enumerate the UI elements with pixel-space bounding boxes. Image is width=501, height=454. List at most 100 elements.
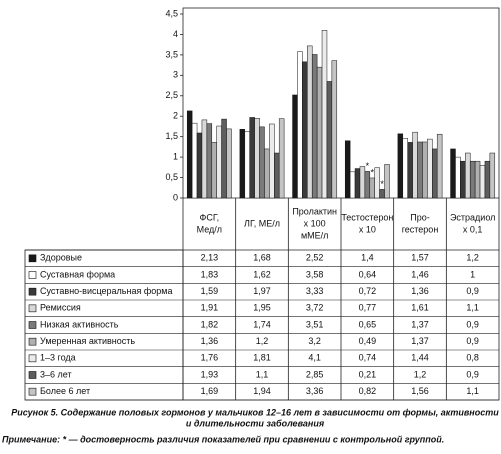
legend-label: Ремиссия (40, 303, 81, 313)
bar (479, 165, 486, 199)
value-label: 1,37 (411, 319, 429, 329)
bar (349, 171, 356, 199)
value-label: 1,76 (201, 353, 219, 363)
bar (484, 160, 491, 199)
x-tick-label: Тестостерон (341, 212, 393, 222)
bar (412, 131, 418, 199)
bar (432, 148, 438, 199)
bar (474, 160, 481, 199)
y-tick-label: 3,5 (165, 49, 178, 59)
value-label: 1,1 (466, 386, 479, 396)
legend-swatch (28, 354, 37, 363)
value-label: 1,36 (411, 286, 429, 296)
bar (364, 171, 371, 199)
value-label: 1,83 (201, 269, 219, 279)
bar (316, 66, 323, 199)
legend-label: Суставная форма (40, 269, 115, 279)
legend-swatch (28, 287, 37, 296)
bar (201, 119, 208, 199)
bar (427, 138, 433, 199)
bar (384, 164, 390, 199)
bar (374, 167, 380, 199)
bar (469, 160, 476, 199)
value-label: 2,85 (306, 369, 324, 379)
value-label: 0,49 (359, 336, 377, 346)
bar (450, 148, 456, 199)
y-tick-label: 0,5 (165, 172, 178, 182)
value-label: 1,59 (201, 286, 219, 296)
value-label: 1,61 (411, 303, 429, 313)
caption: и длительности заболевания (186, 418, 325, 428)
bar (417, 141, 423, 199)
bar (269, 123, 275, 199)
value-label: 1,94 (253, 386, 271, 396)
y-tick-label: 4 (173, 29, 178, 39)
value-label: 1,46 (411, 269, 429, 279)
bar (221, 118, 227, 199)
value-label: 2,52 (306, 253, 324, 263)
value-label: 1,95 (253, 303, 271, 313)
x-tick-label: гестерон (402, 224, 439, 234)
legend-label: 1–3 года (40, 353, 76, 363)
value-label: 0,77 (359, 303, 377, 313)
bar (402, 138, 408, 199)
bar (311, 54, 318, 199)
legend-label: 3–6 лет (40, 369, 72, 379)
bar (244, 131, 250, 199)
bar (264, 148, 270, 199)
bar (460, 160, 466, 199)
bar (297, 51, 303, 199)
bar (259, 126, 265, 199)
value-label: 0,82 (359, 386, 377, 396)
value-label: 1,62 (253, 269, 271, 279)
bar (407, 142, 413, 199)
value-label: 0,72 (359, 286, 377, 296)
value-label: 2,13 (201, 253, 219, 263)
value-label: 1,74 (253, 319, 271, 329)
bar (239, 129, 246, 199)
value-label: 3,72 (306, 303, 324, 313)
value-label: 1,2 (466, 253, 479, 263)
value-label: 1,36 (201, 336, 219, 346)
value-label: 3,36 (306, 386, 324, 396)
x-tick-label: ЛГ, МЕ/л (244, 218, 280, 228)
bar (489, 152, 496, 199)
value-label: 1,4 (361, 253, 374, 263)
legend-label: Более 6 лет (40, 386, 90, 396)
x-tick-label: ФСГ, (200, 212, 220, 222)
bar (465, 152, 471, 199)
y-tick-label: 4,5 (165, 8, 178, 18)
value-label: 1,1 (466, 303, 479, 313)
bar (254, 118, 260, 199)
value-label: 0,64 (359, 269, 377, 279)
y-tick-label: 0 (173, 192, 178, 202)
value-label: 1,1 (256, 369, 269, 379)
x-tick-label: мМЕ/л (301, 230, 328, 240)
value-label: 1,56 (411, 386, 429, 396)
value-label: 1,81 (253, 353, 271, 363)
annotation: * (370, 167, 374, 177)
bar (344, 140, 351, 199)
value-label: 3,58 (306, 269, 324, 279)
y-tick-label: 1,5 (165, 131, 178, 141)
value-label: 1,2 (256, 336, 269, 346)
x-tick-label: Про- (410, 212, 429, 222)
value-label: 1,93 (201, 369, 219, 379)
bar (186, 110, 193, 199)
x-tick-label: Эстрадиол (450, 212, 495, 222)
y-tick-label: 2 (173, 111, 178, 121)
legend-swatch (28, 304, 37, 313)
bar (249, 117, 255, 199)
x-tick-label: x 0,1 (463, 224, 483, 234)
bar (216, 125, 222, 199)
value-label: 0,21 (359, 369, 377, 379)
bar (436, 133, 443, 199)
bar (278, 118, 285, 199)
value-label: 1,57 (411, 253, 429, 263)
value-label: 1,69 (201, 386, 219, 396)
legend-swatch (28, 321, 37, 329)
legend-swatch (28, 254, 37, 263)
value-label: 0,9 (466, 286, 479, 296)
bar (321, 30, 328, 199)
